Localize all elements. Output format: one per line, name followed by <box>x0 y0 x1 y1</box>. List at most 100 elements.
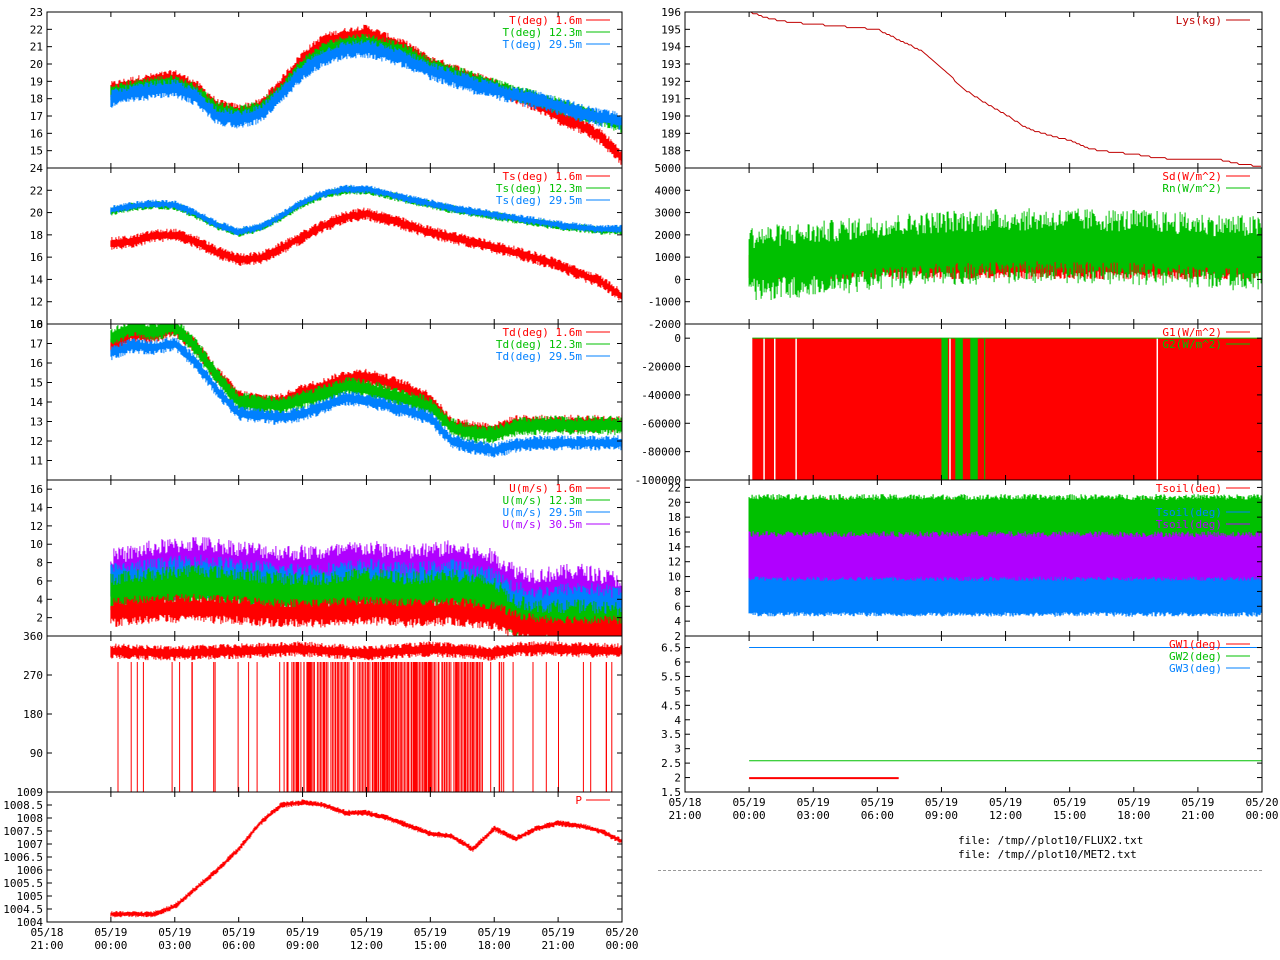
y-tick-label: 6 <box>674 656 681 669</box>
x-tick-time: 09:00 <box>286 939 319 952</box>
series-8-1 <box>955 338 963 480</box>
x-tick-date: 05/19 <box>414 926 447 939</box>
plot-area <box>738 12 1261 167</box>
x-tick-date: 05/20 <box>605 926 638 939</box>
series-1-0 <box>110 207 622 303</box>
y-tick-label: 360 <box>23 630 43 643</box>
panel-border <box>46 635 623 793</box>
y-tick-label: 14 <box>668 541 682 554</box>
y-tick-label: 192 <box>661 75 681 88</box>
y-tick-label: 18 <box>30 93 43 106</box>
chart-panel-8: -100000 -80000 -60000 -40000 -20000 0 G1(W/m^2… <box>635 323 1263 487</box>
y-tick-label: -1000 <box>648 296 681 309</box>
y-tick-label: 5.5 <box>661 670 681 683</box>
y-tick-label: 3.5 <box>661 728 681 741</box>
legend-label: G1(W/m^2) <box>1162 326 1222 339</box>
y-tick-label: 0 <box>674 273 681 286</box>
legend-label: Lys(kg) <box>1176 14 1222 27</box>
y-tick-label: 180 <box>23 708 43 721</box>
series-8-1 <box>941 338 948 480</box>
legend-label: Sd(W/m^2) <box>1162 170 1222 183</box>
y-tick-label: 17 <box>30 338 43 351</box>
y-tick-label: 3 <box>674 743 681 756</box>
y-tick-label: 8 <box>674 585 681 598</box>
y-tick-label: 6.5 <box>661 642 681 655</box>
series-2-2 <box>110 337 622 458</box>
legend-label: Tsoil(deg) <box>1156 482 1222 495</box>
y-tick-label: 1007 <box>17 838 44 851</box>
y-tick-label: 12 <box>30 520 43 533</box>
series-0-2 <box>110 39 622 130</box>
y-tick-label: 11 <box>30 455 43 468</box>
y-tick-label: 2 <box>674 630 681 643</box>
y-tick-label: 20 <box>30 207 43 220</box>
x-tick-time: 12:00 <box>989 809 1022 822</box>
series-3-3 <box>110 593 622 636</box>
y-tick-label: 4000 <box>655 184 682 197</box>
x-tick-time: 00:00 <box>605 939 638 952</box>
series-2-1 <box>110 324 622 444</box>
y-tick-label: 12 <box>30 296 43 309</box>
legend-label: Rn(W/m^2) <box>1162 182 1222 195</box>
legend-label: T(deg) 29.5m <box>503 38 583 51</box>
series-9-2 <box>748 570 1262 617</box>
plot-area <box>752 337 1262 480</box>
y-tick-label: 2000 <box>655 229 682 242</box>
x-tick-date: 05/19 <box>478 926 511 939</box>
y-tick-label: 1009 <box>17 786 44 799</box>
y-tick-label: 90 <box>30 747 43 760</box>
y-tick-label: 18 <box>30 229 43 242</box>
y-tick-label: 14 <box>30 273 44 286</box>
y-tick-label: 194 <box>661 41 681 54</box>
y-tick-label: 4 <box>36 593 43 606</box>
y-tick-label: 10 <box>30 318 43 331</box>
file-name-met: file: /tmp//plot10/MET2.txt <box>958 848 1137 861</box>
y-tick-label: 1006 <box>17 864 44 877</box>
y-tick-label: 4 <box>674 615 681 628</box>
x-tick-date: 05/19 <box>1117 796 1150 809</box>
y-tick-label: 1004.5 <box>3 903 43 916</box>
series-8-0 <box>752 338 1262 480</box>
y-tick-label: 1000 <box>655 251 682 264</box>
y-tick-label: 24 <box>30 162 44 175</box>
legend-label: Tsoil(deg) <box>1156 494 1222 507</box>
legend-label: U(m/s) 30.5m <box>503 518 583 531</box>
series-7-1 <box>748 208 1262 300</box>
x-tick-date: 05/19 <box>350 926 383 939</box>
y-tick-label: 17 <box>30 110 43 123</box>
chart-panel-10: 1.522.533.544.555.566.505/1821:0005/1900… <box>661 635 1279 822</box>
y-tick-label: 196 <box>661 6 681 19</box>
x-tick-time: 00:00 <box>733 809 766 822</box>
legend-label: Td(deg) 29.5m <box>496 350 582 363</box>
x-tick-date: 05/19 <box>925 796 958 809</box>
plot-area <box>749 647 1262 780</box>
y-tick-label: 195 <box>661 23 681 36</box>
series-4-0 <box>110 641 622 792</box>
y-tick-label: 23 <box>30 6 43 19</box>
legend-label: G2(W/m^2) <box>1162 338 1222 351</box>
legend-label: Td(deg) 12.3m <box>496 338 582 351</box>
x-tick-time: 09:00 <box>925 809 958 822</box>
x-tick-time: 21:00 <box>668 809 701 822</box>
y-tick-label: 21 <box>30 41 43 54</box>
x-tick-date: 05/18 <box>30 926 63 939</box>
x-tick-date: 05/19 <box>158 926 191 939</box>
y-tick-label: 1004 <box>17 916 44 929</box>
legend-label: GW2(deg) <box>1169 650 1222 663</box>
y-tick-label: -20000 <box>641 361 681 374</box>
y-tick-label: 3000 <box>655 207 682 220</box>
y-tick-label: 189 <box>661 127 681 140</box>
x-tick-time: 00:00 <box>94 939 127 952</box>
x-tick-date: 05/19 <box>733 796 766 809</box>
y-tick-label: 4 <box>674 714 681 727</box>
y-tick-label: 2.5 <box>661 757 681 770</box>
panel-border <box>684 11 1263 169</box>
series-8-1 <box>970 338 978 480</box>
series-5-0 <box>110 799 622 918</box>
y-tick-label: 10 <box>30 538 43 551</box>
series-9-3 <box>748 531 1262 581</box>
x-tick-date: 05/19 <box>94 926 127 939</box>
y-tick-label: 191 <box>661 93 681 106</box>
x-tick-date: 05/19 <box>222 926 255 939</box>
